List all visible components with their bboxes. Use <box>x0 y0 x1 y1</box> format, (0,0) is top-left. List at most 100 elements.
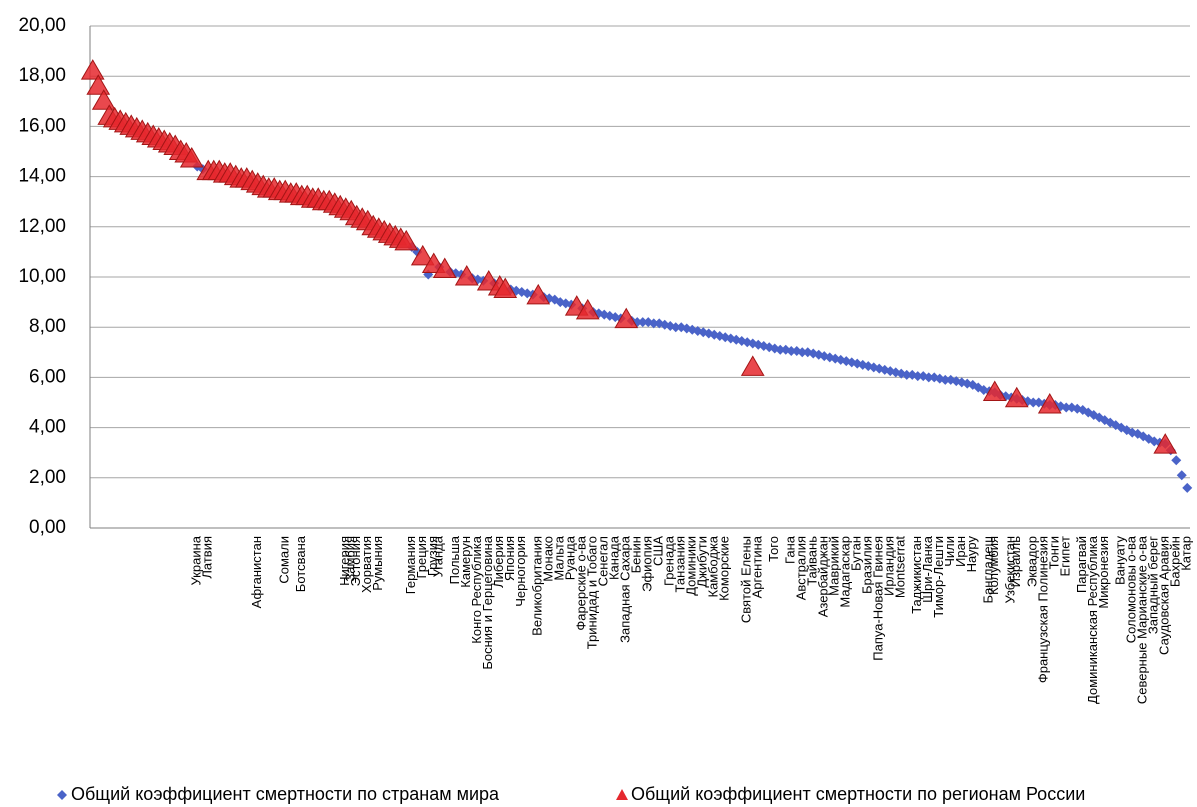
x-tick-label: Маврикий <box>827 536 842 596</box>
legend-marker <box>57 790 67 800</box>
x-tick-label: Замбия <box>343 536 358 582</box>
x-tick-label: Микронезия <box>1096 536 1111 609</box>
triangle-point <box>432 257 457 278</box>
x-tick-label: Катар <box>1179 536 1194 571</box>
triangle-point <box>982 380 1007 401</box>
x-tick-label: Узбекистан <box>1003 536 1018 604</box>
x-tick-label: США <box>651 536 666 566</box>
x-tick-label: Великобритания <box>530 536 545 636</box>
x-tick-label: Босния и Герцеговина <box>480 535 495 669</box>
diamond-point <box>775 344 786 355</box>
x-tick-label: Фарерские о-ва <box>574 535 589 630</box>
x-tick-label: Эквадор <box>1025 536 1040 587</box>
x-tick-label: Западный берег <box>1146 536 1161 634</box>
diamond-point <box>1028 397 1039 408</box>
x-tick-label: Конго Республика <box>469 535 484 643</box>
x-tick-label: Чили <box>942 536 957 567</box>
diamond-point <box>923 372 934 383</box>
x-tick-label: Хорватия <box>359 536 374 593</box>
diamond-point <box>901 369 912 380</box>
x-tick-label: Эстония <box>348 536 363 586</box>
x-tick-label: Вануату <box>1113 536 1128 585</box>
x-tick-label: Греция <box>414 536 429 579</box>
triangle-point <box>1004 386 1029 408</box>
y-tick-label: 8,00 <box>29 316 66 337</box>
x-tick-label: Бахрейн <box>1168 536 1183 587</box>
x-tick-label: Саудовская Аравия <box>1157 536 1172 655</box>
triangle-point <box>1037 393 1062 414</box>
x-tick-label: Эфиопия <box>640 536 655 592</box>
triangle-point <box>454 265 479 286</box>
x-tick-label: Азербайджан <box>816 536 831 617</box>
x-tick-label: Святой Елены <box>739 536 754 623</box>
x-tick-label: Тонги <box>1047 536 1062 569</box>
triangle-point <box>493 277 518 299</box>
x-tick-label: Германия <box>403 536 418 594</box>
x-tick-label: Уганда <box>431 535 446 577</box>
x-tick-label: Камерун <box>458 536 473 588</box>
x-tick-label: Французская Полинезия <box>1036 536 1051 683</box>
x-tick-label: Западная Сахара <box>618 535 633 643</box>
diamond-point <box>670 322 681 333</box>
x-tick-label: Колумбия <box>986 536 1001 595</box>
y-tick-label: 18,00 <box>18 65 66 86</box>
triangle-point <box>526 283 551 305</box>
x-tick-label: Монако <box>541 536 556 582</box>
x-tick-label: Таджикистан <box>909 536 924 614</box>
x-tick-label: Гренада <box>662 535 677 586</box>
x-tick-label: Польша <box>447 535 462 584</box>
triangle-point <box>575 298 600 320</box>
y-tick-label: 0,00 <box>29 517 66 538</box>
x-tick-label: Шри-Ланка <box>920 535 935 603</box>
legend-label: Общий коэффициент смертности по регионам… <box>631 784 1085 804</box>
y-tick-label: 12,00 <box>18 216 66 237</box>
triangle-point <box>1153 433 1178 454</box>
x-tick-label: Бразилия <box>860 536 875 594</box>
legend-marker <box>616 789 628 800</box>
x-tick-label: Черногория <box>513 536 528 607</box>
x-tick-label: Соломоновы о-ва <box>1124 535 1139 643</box>
x-tick-label: Афганистан <box>249 536 264 608</box>
x-tick-label: Доминики <box>684 536 699 596</box>
x-tick-label: Того <box>766 536 781 562</box>
x-tick-label: Бутан <box>849 536 864 571</box>
triangle-point <box>740 355 765 376</box>
diamond-point <box>1061 402 1072 413</box>
x-tick-label: Montserrat <box>893 536 908 599</box>
x-tick-label: Бангладеш <box>981 536 996 603</box>
x-tick-label: Украина <box>189 535 204 585</box>
triangle-point <box>614 307 639 329</box>
triangle-point <box>394 229 419 251</box>
x-tick-label: Мальта <box>552 535 567 580</box>
x-tick-label: Тимор-Лешти <box>931 536 946 618</box>
x-tick-label: Канада <box>607 535 622 580</box>
x-tick-label: Латвия <box>200 536 215 579</box>
x-tick-label: Аргентина <box>750 535 765 598</box>
x-tick-label: Иран <box>953 536 968 567</box>
diamond-point <box>637 317 648 328</box>
diamond-point <box>797 347 808 358</box>
x-tick-label: Джибути <box>695 536 710 588</box>
y-tick-label: 2,00 <box>29 467 66 488</box>
x-tick-label: Япония <box>502 536 517 581</box>
x-tick-label: Коморские <box>717 536 732 601</box>
y-tick-label: 4,00 <box>29 417 66 438</box>
triangle-point <box>80 59 105 80</box>
x-tick-label: Гана <box>783 535 798 564</box>
diamond-point <box>648 318 659 329</box>
x-tick-label: Тринидад и Тобаго <box>585 536 600 649</box>
x-tick-label: Нигерия <box>337 536 352 586</box>
x-tick-label: Руанда <box>563 535 578 580</box>
y-tick-label: 14,00 <box>18 166 66 187</box>
y-tick-label: 20,00 <box>18 15 66 36</box>
diamond-point <box>1171 455 1182 466</box>
y-tick-label: 6,00 <box>29 366 66 387</box>
x-tick-label: Науру <box>964 536 979 573</box>
x-tick-label: Мадагаскар <box>838 536 853 608</box>
diamond-point <box>786 346 797 357</box>
x-tick-label: Румыния <box>370 536 385 591</box>
y-tick-label: 10,00 <box>18 266 66 287</box>
x-tick-label: Доминиканская Республика <box>1085 535 1100 704</box>
diamond-point <box>912 371 923 382</box>
